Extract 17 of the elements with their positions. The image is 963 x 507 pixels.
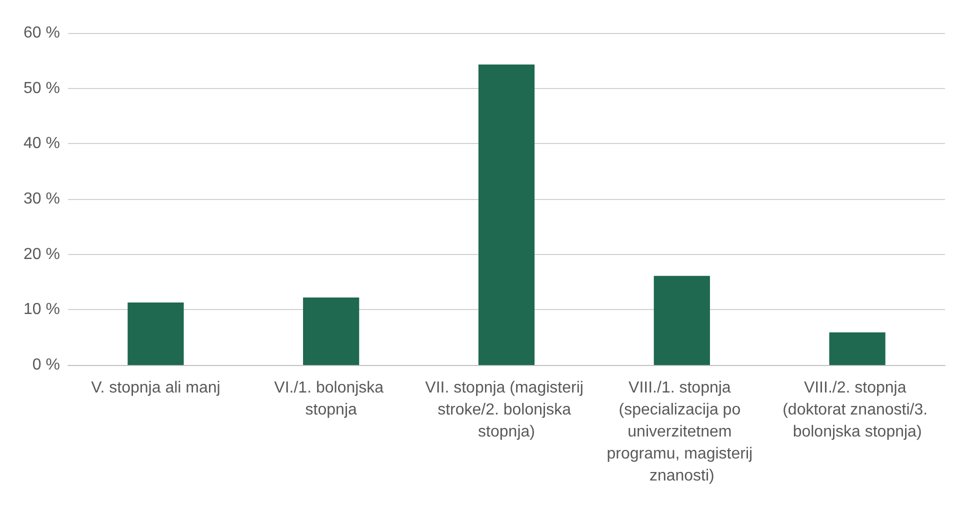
bar	[303, 297, 360, 365]
bar	[829, 332, 886, 365]
x-tick-label: V. stopnja ali manj	[91, 380, 220, 396]
bar	[654, 276, 710, 365]
x-tick-label: VIII./1. stopnja (specializacija po univerzitetnem programu, magisterij znanosti)	[606, 380, 758, 484]
x-tick-label: VI./1. bolonjska stopnja	[274, 380, 388, 418]
y-tick-label: 20 %	[24, 246, 60, 263]
y-tick-label: 10 %	[24, 301, 60, 318]
bar	[478, 64, 535, 365]
bar	[128, 302, 184, 365]
y-tick-label: 60 %	[24, 24, 60, 42]
y-tick-label: 0 %	[32, 356, 60, 374]
y-tick-label: 30 %	[24, 190, 60, 208]
y-tick-label: 40 %	[24, 135, 60, 152]
y-tick-label: 50 %	[24, 80, 60, 97]
x-tick-label: VIII./2. stopnja (doktorat znanosti/3. bolonjska stopnja)	[782, 380, 932, 440]
x-tick-label: VII. stopnja (magisterij stroke/2. bolonjska stopnja)	[425, 380, 588, 440]
